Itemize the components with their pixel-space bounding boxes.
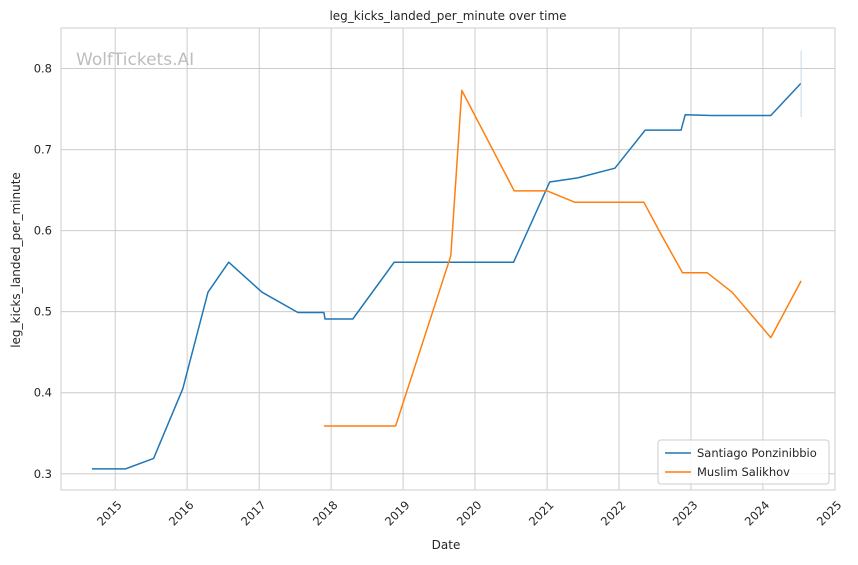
x-tick-label: 2018 — [310, 498, 341, 529]
legend: Santiago Ponzinibbio Muslim Salikhov — [657, 439, 830, 485]
x-tick-label: 2025 — [814, 498, 845, 529]
legend-label-muslim: Muslim Salikhov — [697, 465, 790, 479]
y-tick-label: 0.3 — [34, 467, 52, 481]
series-layer — [91, 50, 802, 470]
legend-label-santiago: Santiago Ponzinibbio — [697, 446, 817, 460]
chart-title: leg_kicks_landed_per_minute over time — [329, 9, 566, 23]
series-line-0 — [91, 82, 802, 470]
y-axis-ticks: 0.3 0.4 0.5 0.6 0.7 0.8 — [34, 62, 52, 481]
y-tick-label: 0.7 — [34, 143, 52, 157]
series-line-1 — [323, 89, 802, 427]
x-tick-label: 2017 — [238, 498, 269, 529]
y-axis-label: leg_kicks_landed_per_minute — [9, 172, 23, 348]
y-tick-label: 0.4 — [34, 386, 52, 400]
x-tick-label: 2020 — [454, 498, 485, 529]
x-axis-ticks: 2015 2016 2017 2018 2019 2020 2021 2022 2023 2024… — [94, 498, 844, 529]
x-axis-label: Date — [432, 538, 461, 552]
x-tick-label: 2022 — [598, 498, 629, 529]
grid — [61, 28, 836, 490]
x-tick-label: 2023 — [670, 498, 701, 529]
watermark: WolfTickets.AI — [76, 50, 194, 70]
y-tick-label: 0.8 — [34, 62, 52, 76]
y-tick-label: 0.6 — [34, 224, 52, 238]
x-tick-label: 2015 — [94, 498, 125, 529]
y-tick-label: 0.5 — [34, 305, 52, 319]
plot-frame — [60, 27, 836, 491]
x-tick-label: 2019 — [382, 498, 413, 529]
legend-box — [657, 439, 830, 485]
x-tick-label: 2024 — [742, 498, 773, 529]
x-tick-label: 2016 — [166, 498, 197, 529]
x-tick-label: 2021 — [526, 498, 557, 529]
